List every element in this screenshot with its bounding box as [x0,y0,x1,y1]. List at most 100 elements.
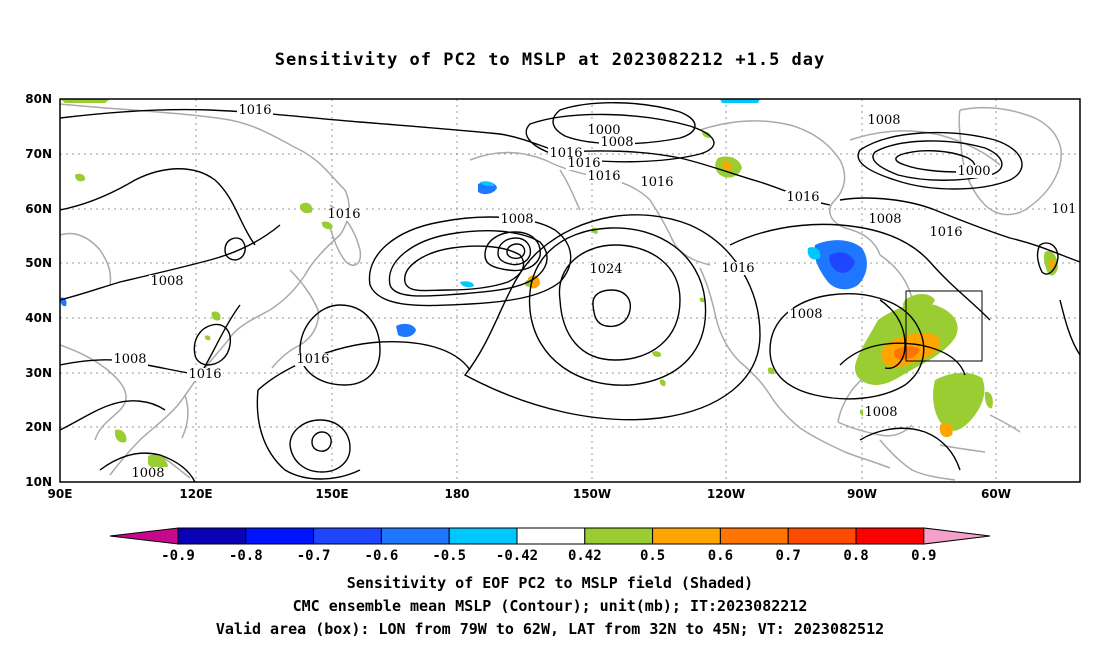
contour-label: 1008 [150,274,183,289]
colorbar-segment [719,527,789,545]
colorbar-tick-label: 0.9 [911,548,936,564]
sensitivity-shading [60,99,1058,470]
colorbar-tick-label: -0.7 [297,548,331,564]
contour-label: 1016 [327,207,360,222]
colorbar-tick-label: -0.5 [432,548,466,564]
colorbar-tick-label: 0.8 [843,548,868,564]
contour-label: 101 [1052,202,1077,217]
contour-label: 1024 [589,262,622,277]
contour-label-bg [588,263,624,276]
valid-area-box [905,290,983,362]
caption-line-1: Sensitivity of EOF PC2 to MSLP field (Sh… [346,574,754,592]
lat-label-60N: 60N [25,202,52,216]
lat-label-70N: 70N [25,147,52,161]
colorbar-tick-label: 0.5 [640,548,665,564]
coastlines [60,103,1062,481]
contour-label-bg [130,467,166,480]
contour-label: 1008 [500,212,533,227]
contour-label-bg [187,368,223,381]
colorbar-segment [313,527,382,545]
contour-label-bg [149,275,185,288]
contour-label: 1008 [600,135,633,150]
contour-label-bg [956,165,992,178]
contour-label-bg [566,157,602,170]
contour-label: 1008 [864,405,897,420]
caption-line-2: CMC ensemble mean MSLP (Contour); unit(m… [292,597,808,615]
contour-label: 1000 [587,123,620,138]
contour-label: 1008 [113,352,146,367]
latitude-labels: 80N 70N 60N 50N 40N 30N 20N 10N [25,92,52,489]
longitude-labels: 90E 120E 150E 180 150W 120W 90W 60W [48,487,1011,501]
contour-label: 1016 [188,367,221,382]
colorbar-labels: -0.9 -0.8 -0.7 -0.6 -0.5 -0.42 0.42 0.5 0.6 0.7 0.… [161,548,936,564]
colorbar-segment [516,527,586,545]
contour-label-bg [863,406,899,419]
contour-label: 1016 [721,261,754,276]
lon-label-90E: 90E [48,487,73,501]
contour-label-bg [326,208,362,221]
colorbar [109,527,991,545]
contour-label: 1008 [131,466,164,481]
lon-label-150W: 150W [573,487,611,501]
colorbar-tick-label: 0.7 [776,548,801,564]
contour-label-bg [867,213,903,226]
contour-label-bg [599,136,635,149]
contour-label: 1016 [567,156,600,171]
lat-label-80N: 80N [25,92,52,106]
lon-label-120W: 120W [707,487,745,501]
lon-label-60W: 60W [981,487,1011,501]
contour-label: 1008 [789,307,822,322]
contour-label-bg [586,124,622,137]
lat-label-40N: 40N [25,311,52,325]
contour-label: 1016 [786,190,819,205]
contour-label: 1008 [868,212,901,227]
contour-label-bg [112,353,148,366]
colorbar-tick-label: -0.9 [161,548,195,564]
contour-label-bg [586,170,622,183]
colorbar-right-arrow [923,527,991,545]
colorbar-left-arrow [109,527,179,545]
colorbar-segment [380,527,450,545]
contour-label-bg [499,213,535,226]
lon-label-90W: 90W [847,487,877,501]
contour-label-bg [295,353,331,366]
chart-title: Sensitivity of PC2 to MSLP at 2023082212… [274,50,826,70]
contour-label-bg [639,176,675,189]
lon-label-150E: 150E [315,487,348,501]
lon-label-180: 180 [444,487,469,501]
contour-label: 1016 [296,352,329,367]
contour-label: 1016 [640,175,673,190]
lat-label-30N: 30N [25,366,52,380]
contour-label-bg [866,114,902,127]
lat-label-20N: 20N [25,420,52,434]
colorbar-segment [177,527,247,545]
colorbar-segment [855,527,925,545]
colorbar-tick-label: -0.42 [496,548,538,564]
colorbar-segment [584,527,654,545]
plot-frame [59,98,1081,483]
contour-label-bg [1050,203,1078,216]
lon-label-120E: 120E [179,487,212,501]
lat-label-50N: 50N [25,256,52,270]
contour-label: 1016 [929,225,962,240]
colorbar-segment [448,527,518,545]
contour-label: 1008 [867,113,900,128]
colorbar-segment [245,527,315,545]
colorbar-tick-label: 0.6 [708,548,733,564]
colorbar-segment [787,527,857,545]
contour-label: 1016 [587,169,620,184]
contour-label-bg [237,104,273,117]
colorbar-tick-label: 0.42 [568,548,602,564]
colorbar-tick-label: -0.6 [365,548,399,564]
contour-label-bg [788,308,824,321]
lat-label-10N: 10N [25,475,52,489]
contour-label-bg [785,191,821,204]
contour-label-bg [720,262,756,275]
caption-line-3: Valid area (box): LON from 79W to 62W, L… [215,620,885,638]
colorbar-tick-label: -0.8 [229,548,263,564]
contour-label-bg [548,147,584,160]
contour-label-bg [928,226,964,239]
contour-label: 1016 [238,103,271,118]
